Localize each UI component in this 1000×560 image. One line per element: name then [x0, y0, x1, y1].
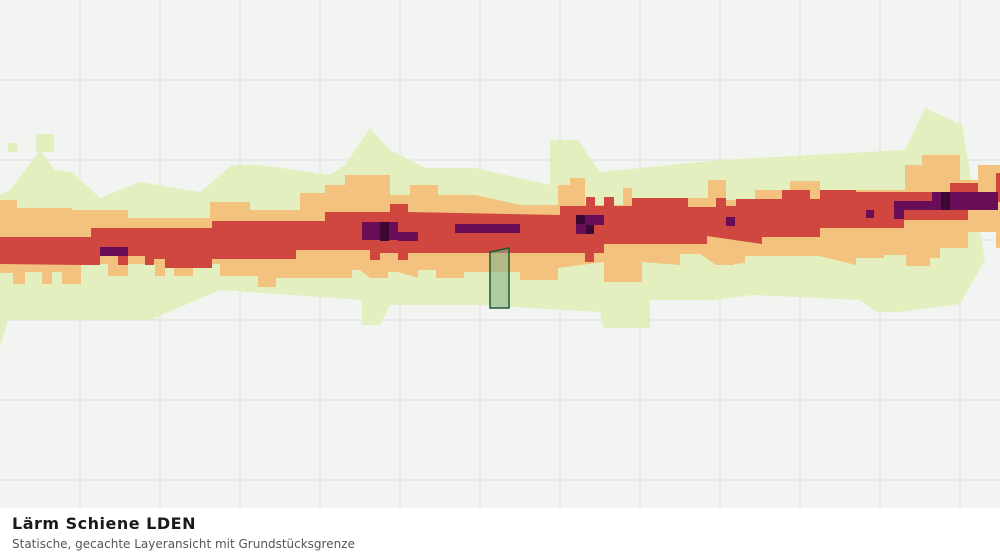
parcel-boundary[interactable]	[489, 247, 510, 309]
map-view	[0, 0, 1000, 508]
layer-title: Lärm Schiene LDEN	[12, 514, 196, 533]
noise-zone-extreme	[380, 192, 950, 241]
layer-subtitle: Statische, gecachte Layeransicht mit Gru…	[12, 537, 355, 551]
noise-zone-high	[0, 173, 1000, 268]
caption-panel: Lärm Schiene LDEN Statische, gecachte La…	[0, 508, 1000, 560]
